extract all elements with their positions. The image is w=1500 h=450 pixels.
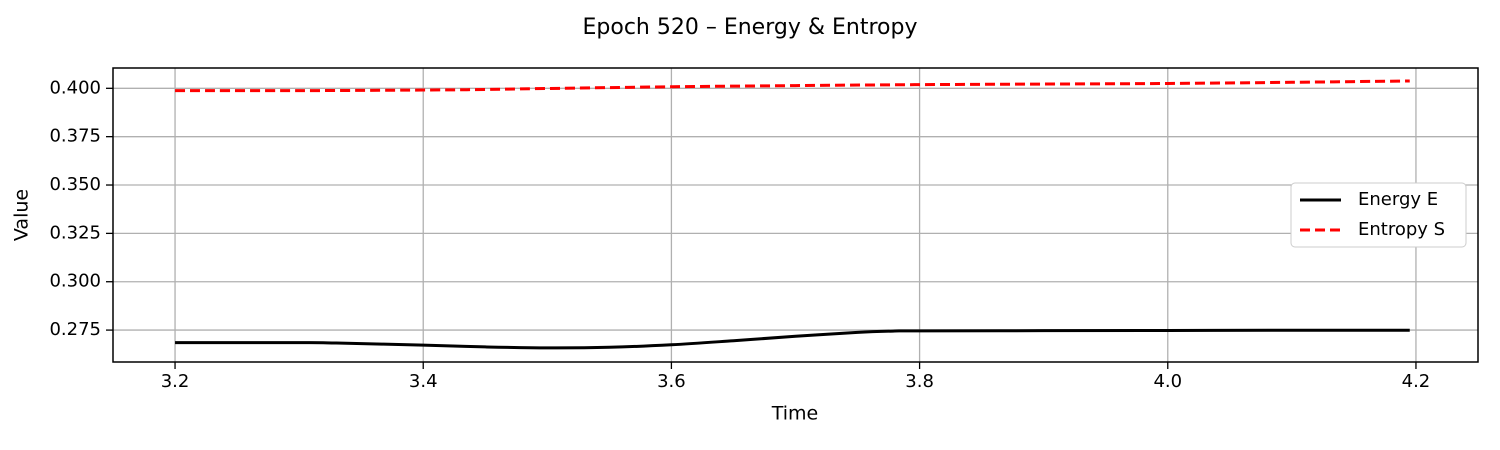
x-tick-label: 3.4 — [409, 371, 438, 392]
x-tick-label: 3.6 — [657, 371, 686, 392]
x-tick-label: 4.2 — [1402, 371, 1431, 392]
chart-title: Epoch 520 – Energy & Entropy — [583, 15, 918, 40]
x-axis-title: Time — [771, 403, 819, 425]
energy-series-line — [175, 328, 1410, 350]
plot-frame — [112, 67, 1479, 363]
y-tick-label: 0.275 — [49, 319, 101, 340]
entropy-series-line — [175, 79, 1410, 93]
legend-energy-label: Energy E — [1358, 189, 1438, 210]
legend-entropy-label: Entropy S — [1358, 219, 1445, 240]
chart-legend: Energy E Entropy S — [1290, 182, 1467, 248]
y-tick-label: 0.300 — [49, 271, 101, 292]
tick-layer: 3.2 3.4 3.6 3.8 4.0 4.2 0.275 0.300 0.325 0.350 0.… — [49, 77, 1430, 392]
y-axis-title: Value — [11, 189, 33, 241]
x-tick-label: 4.0 — [1153, 371, 1182, 392]
y-tick-label: 0.400 — [49, 77, 101, 98]
y-tick-label: 0.325 — [49, 222, 101, 243]
x-tick-label: 3.8 — [905, 371, 934, 392]
y-tick-label: 0.375 — [49, 126, 101, 147]
y-tick-label: 0.350 — [49, 174, 101, 195]
x-tick-label: 3.2 — [161, 371, 190, 392]
series-layer — [175, 79, 1410, 350]
